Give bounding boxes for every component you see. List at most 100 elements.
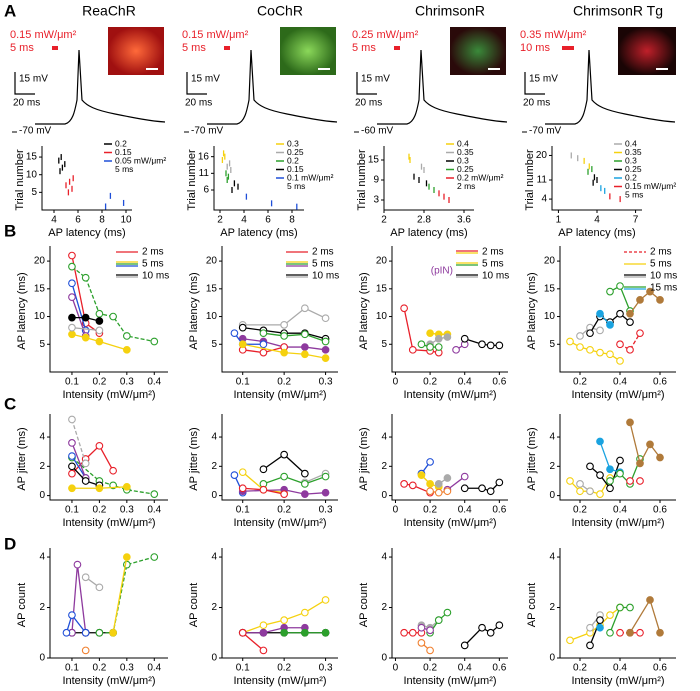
data-point bbox=[81, 646, 90, 655]
resting-potential: -70 mV bbox=[19, 126, 52, 137]
data-point bbox=[426, 646, 434, 655]
voltage-trace bbox=[207, 49, 338, 125]
y-tick-label: 5 bbox=[549, 339, 555, 350]
y-axis-label: AP count bbox=[526, 583, 538, 627]
x-tick-label: 0.6 bbox=[653, 505, 667, 516]
data-point bbox=[566, 636, 574, 645]
x-tick-label: 0.4 bbox=[613, 663, 627, 674]
y-axis-label: AP count bbox=[16, 583, 28, 627]
light-intensity: 0.15 mW/μm² bbox=[10, 29, 77, 41]
axes bbox=[559, 548, 676, 659]
data-point bbox=[109, 628, 117, 637]
legend-note: 5 ms bbox=[115, 164, 133, 174]
axes bbox=[391, 548, 508, 659]
data-point bbox=[596, 623, 604, 632]
legend-label: 10 ms bbox=[142, 271, 169, 282]
construct-title: ChrimsonR bbox=[415, 3, 485, 19]
data-point bbox=[109, 312, 117, 321]
legend-label: 0.2 bbox=[625, 172, 637, 182]
series-line bbox=[71, 442, 87, 479]
series-line bbox=[629, 598, 661, 634]
voltage-scale: 15 mV bbox=[191, 74, 220, 85]
x-tick-label: 0.4 bbox=[613, 377, 627, 388]
data-point bbox=[301, 480, 309, 488]
pulse-duration: 5 ms bbox=[352, 42, 376, 54]
data-point bbox=[68, 484, 76, 493]
data-point bbox=[486, 487, 495, 496]
data-point bbox=[230, 329, 239, 338]
x-axis-label: Intensity (mW/μm²) bbox=[571, 675, 664, 687]
data-point bbox=[495, 341, 504, 350]
time-scale: 20 ms bbox=[355, 98, 382, 109]
x-tick-label: 0.3 bbox=[319, 505, 333, 516]
data-point bbox=[301, 490, 309, 498]
data-point bbox=[81, 273, 90, 282]
data-point bbox=[238, 323, 247, 332]
series-line bbox=[233, 332, 264, 345]
y-axis-label: Trial number bbox=[14, 149, 26, 211]
legend-note: 2 ms bbox=[457, 181, 475, 191]
x-tick-label: 0.2 bbox=[423, 663, 437, 674]
data-point bbox=[417, 623, 426, 632]
x-tick-label: 0.3 bbox=[319, 377, 333, 388]
photo bbox=[108, 27, 164, 75]
x-tick-label: 10 bbox=[120, 215, 132, 226]
data-point bbox=[646, 440, 654, 449]
data-point bbox=[122, 345, 131, 354]
x-tick-label: 7 bbox=[633, 215, 639, 226]
y-tick-label: 20 bbox=[536, 150, 548, 161]
data-point bbox=[460, 641, 469, 650]
data-point bbox=[73, 560, 82, 569]
y-tick-label: 0 bbox=[381, 653, 387, 664]
legend-label: 5 ms bbox=[142, 259, 164, 270]
data-point bbox=[486, 341, 495, 350]
x-axis-label: Intensity (mW/μm²) bbox=[233, 389, 326, 401]
data-point bbox=[586, 329, 594, 338]
x-axis-label: AP latency (ms) bbox=[390, 227, 467, 239]
data-point bbox=[566, 337, 574, 346]
legend-label: 0.2 bbox=[287, 155, 299, 165]
data-point bbox=[616, 469, 624, 478]
series-line bbox=[629, 290, 661, 315]
data-point bbox=[68, 469, 76, 478]
series-line bbox=[71, 333, 128, 351]
legend-label: 0.35 bbox=[625, 147, 642, 157]
pulse-duration: 5 ms bbox=[182, 42, 206, 54]
legend-label: 0.25 bbox=[457, 164, 474, 174]
data-point bbox=[68, 279, 76, 288]
data-point bbox=[238, 468, 247, 477]
data-point bbox=[478, 623, 486, 632]
axes bbox=[213, 146, 304, 211]
axes bbox=[49, 246, 168, 373]
data-point bbox=[606, 628, 614, 637]
legend-label: 0.4 bbox=[457, 138, 469, 148]
x-tick-label: 0 bbox=[393, 377, 399, 388]
data-point bbox=[150, 553, 159, 561]
data-point bbox=[280, 321, 288, 329]
data-point bbox=[636, 628, 644, 637]
data-point bbox=[434, 488, 443, 497]
data-point bbox=[606, 484, 614, 493]
legend-label: 0.05 mW/μm² bbox=[115, 155, 166, 165]
x-tick-label: 0.1 bbox=[65, 663, 79, 674]
series-line bbox=[464, 481, 500, 492]
y-tick-label: 2 bbox=[381, 461, 387, 472]
y-tick-label: 4 bbox=[211, 552, 217, 563]
x-tick-label: 0.6 bbox=[492, 505, 506, 516]
data-point bbox=[586, 487, 594, 496]
y-tick-label: 20 bbox=[34, 256, 46, 267]
data-point bbox=[238, 340, 247, 349]
data-point bbox=[460, 334, 469, 343]
axes bbox=[559, 414, 676, 501]
construct-title: ReaChR bbox=[82, 3, 136, 19]
resting-potential: -60 mV bbox=[361, 126, 394, 137]
axes bbox=[391, 414, 508, 501]
data-point bbox=[443, 474, 452, 482]
x-tick-label: 0.2 bbox=[423, 505, 437, 516]
data-point bbox=[81, 333, 90, 342]
data-point bbox=[321, 354, 330, 362]
legend-label: 0.15 bbox=[115, 147, 132, 157]
data-point bbox=[301, 608, 309, 617]
y-axis-label: Trial number bbox=[524, 149, 536, 211]
data-point bbox=[259, 348, 268, 357]
